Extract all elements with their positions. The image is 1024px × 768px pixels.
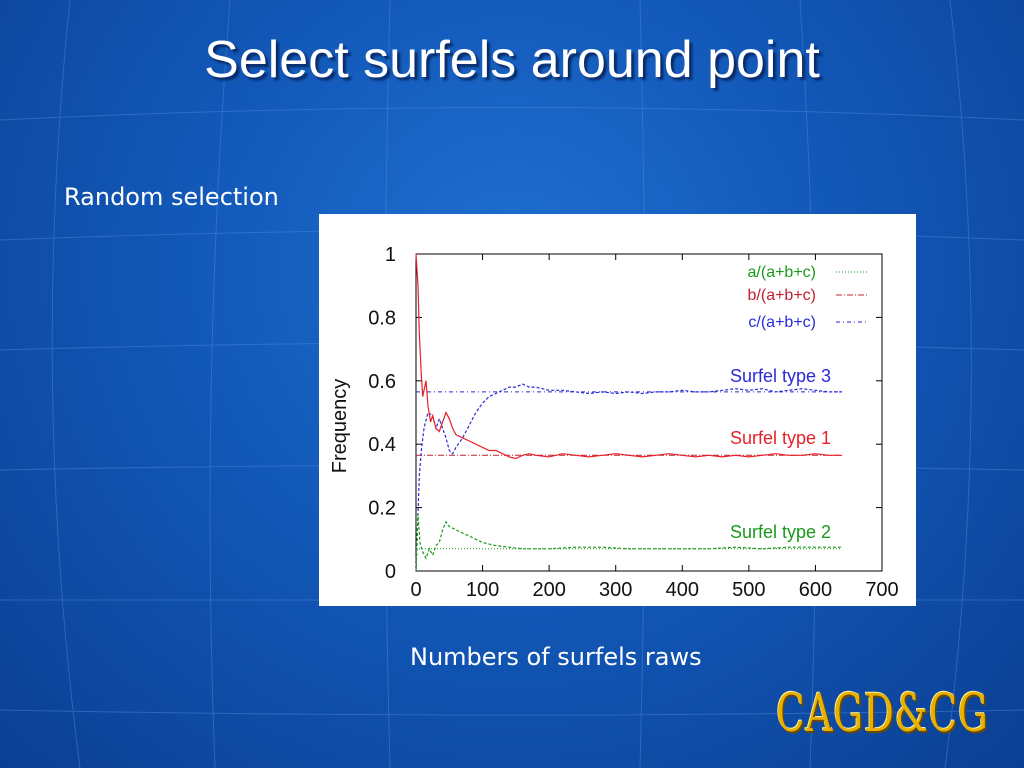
x-tick-label: 200 <box>532 579 565 601</box>
series-annotation: Surfel type 1 <box>730 428 831 448</box>
plot-frame <box>415 253 883 572</box>
series-line <box>415 513 843 572</box>
series-annotation: Surfel type 2 <box>730 522 831 542</box>
series-line <box>415 383 843 572</box>
x-tick-label: 0 <box>410 579 421 601</box>
frequency-chart: 0 100 200 300 400 500 600 700 0 0.2 0.4 0.6 0.8 1 a/(… <box>329 244 899 601</box>
x-tick-label: 300 <box>599 579 632 601</box>
series-line <box>415 253 843 460</box>
y-tick-label: 1 <box>385 244 396 266</box>
logo: CAGD&CG <box>776 684 989 744</box>
chart-panel: 0 100 200 300 400 500 600 700 0 0.2 0.4 0.6 0.8 1 a/(… <box>319 214 916 606</box>
x-tick-label: 700 <box>865 579 898 601</box>
subtitle: Random selection <box>64 183 279 211</box>
x-tick-label: 600 <box>799 579 832 601</box>
slide-title: Select surfels around point <box>204 31 820 89</box>
y-tick-label: 0.2 <box>368 498 396 520</box>
legend-label: b/(a+b+c) <box>748 287 816 304</box>
y-tick-label: 0.6 <box>368 371 396 393</box>
legend-label: a/(a+b+c) <box>748 264 816 281</box>
x-tick-label: 400 <box>666 579 699 601</box>
y-axis-label: Frequency <box>329 379 351 474</box>
legend-label: c/(a+b+c) <box>748 314 816 331</box>
y-tick-label: 0.4 <box>368 434 396 456</box>
y-tick-label: 0 <box>385 561 396 583</box>
x-tick-label: 100 <box>466 579 499 601</box>
x-tick-label: 500 <box>732 579 765 601</box>
y-tick-label: 0.8 <box>368 307 396 329</box>
series-annotation: Surfel type 3 <box>730 366 831 386</box>
x-axis-caption: Numbers of surfels raws <box>410 643 702 671</box>
